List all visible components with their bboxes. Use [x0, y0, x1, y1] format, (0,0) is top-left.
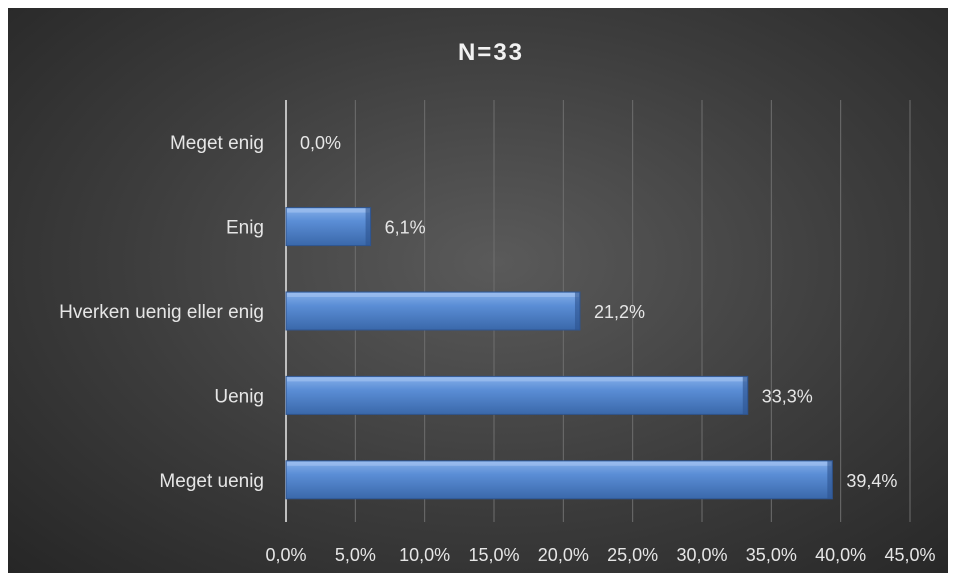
x-tick-label: 25,0% [607, 545, 658, 565]
x-tick-label: 45,0% [884, 545, 935, 565]
bar [285, 291, 581, 331]
bar-edge [574, 292, 580, 330]
data-label: 21,2% [594, 302, 645, 322]
category-label: Enig [226, 218, 264, 239]
chart-frame: N=33 0,0% 5,0% 10,0% 15,0% 20,0% 25,0% 30,0% 35… [8, 8, 948, 573]
bar-chart: N=33 0,0% 5,0% 10,0% 15,0% 20,0% 25,0% 30,0% 35… [59, 39, 935, 565]
bar-highlight [287, 377, 747, 382]
bar-highlight [287, 208, 370, 213]
category-label: Meget uenig [159, 471, 264, 492]
gridlines [285, 100, 911, 522]
bar-highlight [287, 293, 579, 297]
data-label: 6,1% [385, 218, 426, 238]
bars [285, 207, 833, 500]
bar-edge [827, 460, 833, 499]
bar [285, 460, 833, 500]
x-tick-label: 15,0% [468, 545, 519, 565]
data-label: 33,3% [762, 386, 813, 406]
x-tick-label: 40,0% [815, 545, 866, 565]
x-tick-label: 35,0% [746, 545, 797, 565]
x-tick-label: 10,0% [399, 545, 450, 565]
bar-highlight [287, 461, 832, 466]
bar-edge [742, 376, 748, 415]
category-label: Meget enig [170, 133, 264, 154]
bar [285, 375, 749, 415]
category-label: Hverken uenig eller enig [59, 302, 264, 323]
x-tick-label: 20,0% [538, 545, 589, 565]
chart-title: N=33 [458, 39, 524, 66]
data-label: 0,0% [300, 133, 341, 153]
bar-edge [365, 207, 371, 246]
x-tick-label: 30,0% [676, 545, 727, 565]
x-tick-label: 0,0% [265, 545, 306, 565]
bar [285, 207, 372, 247]
x-tick-label: 5,0% [335, 545, 376, 565]
data-label: 39,4% [846, 471, 897, 491]
labels: 0,0% 5,0% 10,0% 15,0% 20,0% 25,0% 30,0% 35,0% 40… [59, 133, 935, 565]
category-label: Uenig [214, 386, 264, 407]
